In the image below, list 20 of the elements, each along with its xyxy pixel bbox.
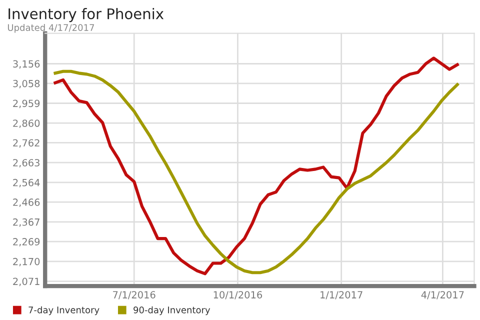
- y-tick-label: 2,959: [13, 100, 40, 108]
- y-tick-label: 2,564: [13, 178, 40, 188]
- legend-label: 90-day Inventory: [134, 306, 210, 316]
- y-tick-label: 3,058: [13, 80, 40, 88]
- x-tick-label: 10/1/2016: [214, 291, 262, 300]
- y-tick-label: 2,170: [13, 258, 40, 266]
- y-tick-label: 2,860: [13, 120, 40, 128]
- y-tick-label: 2,663: [13, 159, 40, 168]
- x-tick-label: 4/1/2017: [421, 291, 464, 300]
- y-tick-label: 2,466: [13, 198, 40, 207]
- y-tick-label: 2,269: [13, 238, 40, 246]
- x-tick-label: 7/1/2016: [113, 291, 156, 300]
- chart-title: Inventory for Phoenix: [8, 8, 164, 22]
- legend-label: 7-day Inventory: [28, 306, 100, 316]
- y-tick-label: 2,367: [13, 218, 40, 227]
- y-tick-label: 2,762: [13, 139, 40, 148]
- y-tick-label: 2,071: [13, 278, 40, 286]
- chart-subtitle: Updated 4/17/2017: [8, 24, 94, 33]
- y-tick-label: 3,156: [13, 60, 40, 69]
- x-tick-label: 1/1/2017: [320, 291, 362, 300]
